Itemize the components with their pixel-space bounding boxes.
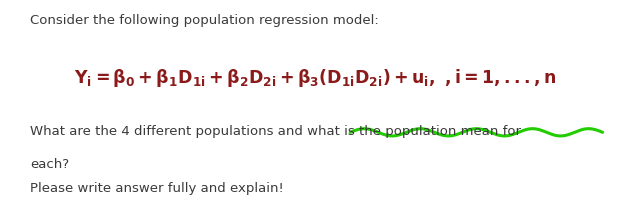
Text: What are the 4 different populations and what is the population mean for: What are the 4 different populations and… bbox=[30, 125, 521, 138]
Text: Please write answer fully and explain!: Please write answer fully and explain! bbox=[30, 182, 284, 195]
Text: each?: each? bbox=[30, 158, 69, 170]
Text: Consider the following population regression model:: Consider the following population regres… bbox=[30, 14, 379, 27]
Text: $\mathbf{Y_i = \beta_0 + \beta_1 D_{1i} + \beta_2 D_{2i} + \beta_3(D_{1i}D_{2i}): $\mathbf{Y_i = \beta_0 + \beta_1 D_{1i} … bbox=[74, 67, 557, 89]
